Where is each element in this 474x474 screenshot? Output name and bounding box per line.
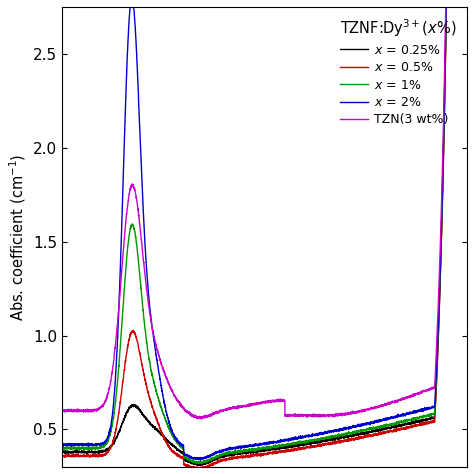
- $x$ = 2%: [129, 0, 135, 1]
- $x$ = 1%: [106, 437, 111, 443]
- TZN(3 wt%): [413, 391, 419, 397]
- $x$ = 1%: [59, 444, 65, 450]
- $x$ = 0.5%: [413, 423, 419, 429]
- $x$ = 2%: [198, 457, 203, 463]
- $x$ = 1%: [215, 454, 220, 460]
- TZN(3 wt%): [232, 405, 238, 411]
- Y-axis label: Abs. coefficient (cm$^{-1}$): Abs. coefficient (cm$^{-1}$): [7, 153, 27, 321]
- $x$ = 1%: [195, 461, 201, 466]
- Line: $x$ = 1%: $x$ = 1%: [62, 0, 467, 464]
- $x$ = 0.25%: [59, 448, 65, 454]
- TZN(3 wt%): [199, 416, 204, 422]
- $x$ = 0.5%: [196, 467, 201, 473]
- Legend: $x$ = 0.25%, $x$ = 0.5%, $x$ = 1%, $x$ = 2%, TZN(3 wt%): $x$ = 0.25%, $x$ = 0.5%, $x$ = 1%, $x$ =…: [340, 18, 457, 127]
- $x$ = 1%: [413, 416, 419, 421]
- $x$ = 0.25%: [106, 447, 111, 452]
- $x$ = 0.25%: [129, 403, 135, 409]
- TZN(3 wt%): [129, 182, 135, 188]
- $x$ = 0.5%: [59, 452, 65, 458]
- $x$ = 0.5%: [232, 454, 238, 460]
- Line: $x$ = 2%: $x$ = 2%: [62, 0, 467, 460]
- $x$ = 2%: [232, 447, 238, 452]
- TZN(3 wt%): [215, 409, 220, 415]
- Line: $x$ = 0.25%: $x$ = 0.25%: [62, 0, 467, 465]
- TZN(3 wt%): [59, 407, 65, 413]
- $x$ = 2%: [215, 449, 220, 455]
- $x$ = 0.25%: [195, 463, 201, 468]
- $x$ = 1%: [232, 449, 238, 455]
- $x$ = 2%: [59, 441, 65, 447]
- $x$ = 0.25%: [215, 456, 220, 462]
- TZN(3 wt%): [106, 390, 111, 395]
- $x$ = 0.25%: [232, 452, 238, 457]
- $x$ = 0.5%: [106, 448, 111, 454]
- $x$ = 0.25%: [413, 420, 419, 426]
- Line: $x$ = 0.5%: $x$ = 0.5%: [62, 0, 467, 470]
- $x$ = 2%: [413, 409, 419, 415]
- $x$ = 1%: [129, 221, 135, 227]
- $x$ = 0.5%: [129, 328, 135, 334]
- $x$ = 2%: [106, 433, 111, 438]
- $x$ = 0.5%: [215, 458, 220, 464]
- Line: TZN(3 wt%): TZN(3 wt%): [62, 0, 467, 419]
